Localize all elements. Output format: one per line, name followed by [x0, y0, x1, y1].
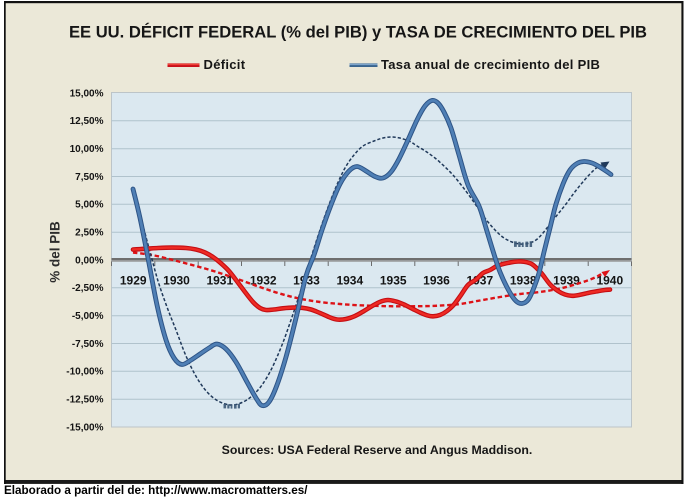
svg-text:1940: 1940: [596, 274, 623, 288]
svg-text:7,50%: 7,50%: [75, 172, 103, 183]
svg-text:Sources: USA Federal Reserve a: Sources: USA Federal Reserve and Angus M…: [222, 443, 533, 457]
svg-text:2,50%: 2,50%: [75, 228, 103, 239]
svg-text:10,00%: 10,00%: [70, 144, 104, 155]
svg-text:-15,00%: -15,00%: [66, 422, 103, 433]
svg-text:15,00%: 15,00%: [70, 88, 104, 99]
svg-text:-2,50%: -2,50%: [72, 283, 104, 294]
svg-text:1935: 1935: [380, 274, 407, 288]
svg-text:-7,50%: -7,50%: [72, 339, 104, 350]
svg-text:1932: 1932: [250, 274, 277, 288]
svg-text:EE UU. DÉFICIT FEDERAL (% del: EE UU. DÉFICIT FEDERAL (% del PIB) y TAS…: [69, 23, 647, 42]
svg-text:1930: 1930: [163, 274, 190, 288]
svg-text:1939: 1939: [553, 274, 580, 288]
svg-text:1936: 1936: [423, 274, 450, 288]
svg-text:1934: 1934: [336, 274, 363, 288]
svg-text:-12,50%: -12,50%: [66, 395, 103, 406]
svg-text:1929: 1929: [120, 274, 147, 288]
svg-text:0,00%: 0,00%: [75, 255, 103, 266]
svg-text:5,00%: 5,00%: [75, 200, 103, 211]
svg-text:1938: 1938: [510, 274, 537, 288]
svg-text:% del PIB: % del PIB: [48, 221, 63, 283]
svg-text:Tasa anual de crecimiento del: Tasa anual de crecimiento del PIB: [381, 57, 600, 72]
svg-text:12,50%: 12,50%: [70, 116, 104, 127]
svg-text:-5,00%: -5,00%: [72, 311, 104, 322]
svg-text:1931: 1931: [206, 274, 233, 288]
svg-text:-10,00%: -10,00%: [66, 367, 103, 378]
svg-text:Déficit: Déficit: [204, 57, 246, 72]
svg-text:Elaborado a partir del de: htt: Elaborado a partir del de: http://www.ma…: [4, 484, 308, 497]
